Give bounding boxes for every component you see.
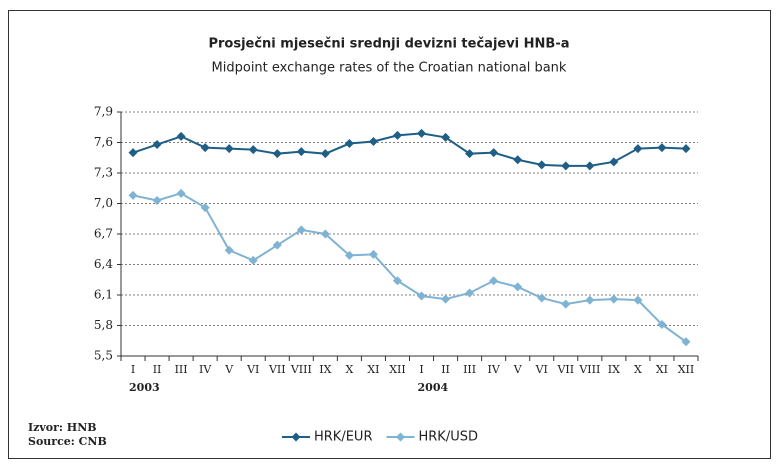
point [513, 155, 523, 165]
point [561, 299, 571, 309]
series-line [132, 132, 687, 167]
point [368, 249, 378, 259]
legend-marker [395, 432, 405, 442]
point [296, 225, 306, 235]
x-tick-label: VIII [290, 363, 312, 376]
x-tick-label: XI [367, 363, 379, 376]
y-tick-label: 5,5 [94, 349, 113, 363]
point [200, 203, 210, 213]
point [224, 245, 234, 255]
point [248, 145, 258, 155]
point [441, 132, 451, 142]
point [368, 136, 378, 146]
point [296, 147, 306, 157]
point [633, 295, 643, 305]
year-label: 2004 [418, 381, 449, 394]
point [609, 294, 619, 304]
year-label: 2003 [129, 381, 160, 394]
x-tick-label: VI [535, 363, 548, 376]
frame [8, 10, 771, 459]
point [585, 161, 595, 171]
point [344, 250, 354, 260]
x-tick-label: V [513, 363, 523, 376]
x-tick-label: XI [656, 363, 668, 376]
y-tick-label: 7,6 [94, 135, 113, 149]
x-tick-label: X [345, 363, 353, 376]
y-tick-label: 7,0 [94, 196, 113, 210]
point [392, 276, 402, 286]
point [465, 149, 475, 159]
y-tick-label: 6,1 [94, 288, 113, 302]
x-tick-label: VII [268, 363, 286, 376]
y-tick-label: 7,9 [94, 105, 113, 119]
point [200, 143, 210, 153]
x-tick-label: IV [487, 363, 500, 376]
x-tick-label: XII [389, 363, 406, 376]
point [417, 128, 427, 138]
point [657, 143, 667, 153]
point [537, 293, 547, 303]
series-line [132, 192, 687, 343]
point [152, 195, 162, 205]
point [681, 337, 691, 347]
point [513, 282, 523, 292]
y-tick-label: 5,8 [94, 318, 113, 332]
x-tick-label: IX [608, 363, 620, 376]
x-tick-label: IV [199, 363, 212, 376]
x-tick-label: III [463, 363, 476, 376]
point [465, 288, 475, 298]
point [320, 229, 330, 239]
source-label: Source: CNB [28, 435, 107, 448]
point [248, 255, 258, 265]
point [489, 276, 499, 286]
point [392, 130, 402, 140]
x-tick-label: II [441, 363, 450, 376]
x-tick-label: I [131, 363, 135, 376]
point [272, 149, 282, 159]
source-label: Izvor: HNB [28, 421, 97, 434]
x-tick-label: XII [678, 363, 695, 376]
point [561, 161, 571, 171]
point [585, 295, 595, 305]
point [657, 319, 667, 329]
legend-label: HRK/USD [418, 430, 478, 445]
y-tick-label: 6,4 [94, 257, 113, 271]
point [344, 139, 354, 149]
point [609, 157, 619, 167]
x-tick-label: II [153, 363, 162, 376]
x-tick-label: IX [319, 363, 331, 376]
y-tick-label: 6,7 [94, 227, 113, 241]
point [537, 160, 547, 170]
y-tick-label: 7,3 [94, 166, 113, 180]
x-tick-label: VI [246, 363, 259, 376]
point [272, 240, 282, 250]
x-tick-label: X [634, 363, 642, 376]
x-tick-label: V [224, 363, 234, 376]
point [128, 148, 138, 158]
point [128, 190, 138, 200]
point [320, 149, 330, 159]
point [152, 140, 162, 150]
legend-marker [291, 432, 301, 442]
point [681, 144, 691, 154]
point [224, 144, 234, 154]
point [417, 291, 427, 301]
point [489, 148, 499, 158]
legend-label: HRK/EUR [314, 430, 372, 445]
chart-subtitle: Midpoint exchange rates of the Croatian … [212, 61, 567, 76]
point [176, 188, 186, 198]
x-tick-label: VII [556, 363, 574, 376]
x-tick-label: VIII [578, 363, 600, 376]
x-tick-label: I [419, 363, 423, 376]
x-tick-label: III [175, 363, 188, 376]
chart-title: Prosječni mjesečni srednji devizni tečaj… [208, 37, 569, 52]
point [176, 131, 186, 141]
point [441, 294, 451, 304]
point [633, 144, 643, 154]
